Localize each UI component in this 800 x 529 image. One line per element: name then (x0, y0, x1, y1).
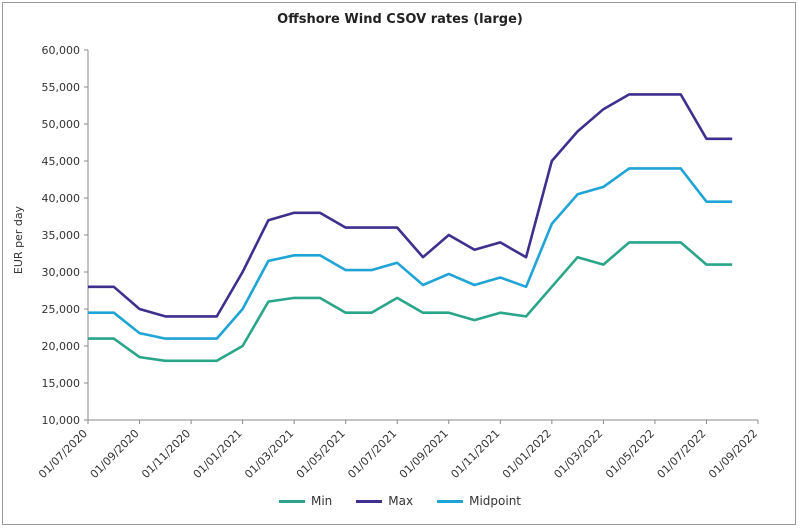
x-tick-label: 01/07/2021 (345, 427, 399, 481)
legend-item-midpoint: Midpoint (437, 494, 521, 508)
x-tick-label: 01/03/2021 (242, 427, 296, 481)
y-tick-label: 30,000 (42, 266, 81, 279)
y-tick-label: 40,000 (42, 192, 81, 205)
x-tick-label: 01/05/2021 (294, 427, 348, 481)
legend-label-max: Max (388, 494, 414, 508)
legend-label-midpoint: Midpoint (469, 494, 522, 508)
x-tick-label: 01/03/2022 (551, 427, 605, 481)
x-tick-labels: 01/07/202001/09/202001/11/202001/01/2021… (36, 427, 760, 481)
series-line-midpoint (88, 167, 733, 340)
series-line-max (88, 93, 733, 318)
x-tick-label: 01/11/2020 (139, 427, 193, 481)
x-tick-label: 01/01/2021 (191, 427, 245, 481)
y-tick-label: 25,000 (42, 303, 81, 316)
y-tick-label: 20,000 (42, 340, 81, 353)
legend-item-min: Min (278, 494, 333, 508)
y-tick-label: 60,000 (42, 44, 81, 57)
y-tick-label: 35,000 (42, 229, 81, 242)
x-tick-label: 01/07/2022 (655, 427, 709, 481)
x-tick-label: 01/07/2020 (36, 427, 90, 481)
series-line-min (88, 241, 733, 363)
series-lines (88, 93, 733, 363)
legend-swatch-midpoint (437, 499, 464, 503)
x-tick-label: 01/09/2021 (397, 427, 451, 481)
legend-swatch-max (356, 499, 383, 503)
y-axis-label: EUR per day (12, 205, 25, 274)
chart-title: Offshore Wind CSOV rates (large) (277, 12, 523, 27)
legend-swatch-min (278, 499, 305, 503)
x-tick-label: 01/09/2022 (706, 427, 760, 481)
chart-axes (84, 49, 759, 424)
x-tick-label: 01/01/2022 (500, 427, 554, 481)
legend-item-max: Max (356, 494, 413, 508)
y-tick-label: 10,000 (42, 414, 81, 427)
x-tick-label: 01/11/2021 (448, 427, 502, 481)
y-tick-label: 50,000 (42, 118, 81, 131)
y-tick-labels: 10,000 15,000 20,000 25,000 30,000 35,000 40,0… (42, 44, 81, 427)
legend: Min Max Midpoint (0, 494, 800, 508)
y-tick-label: 15,000 (42, 377, 81, 390)
legend-label-min: Min (310, 494, 333, 508)
x-tick-label: 01/05/2022 (603, 427, 657, 481)
y-tick-label: 45,000 (42, 155, 81, 168)
y-tick-label: 55,000 (42, 81, 81, 94)
x-tick-label: 01/09/2020 (88, 427, 142, 481)
